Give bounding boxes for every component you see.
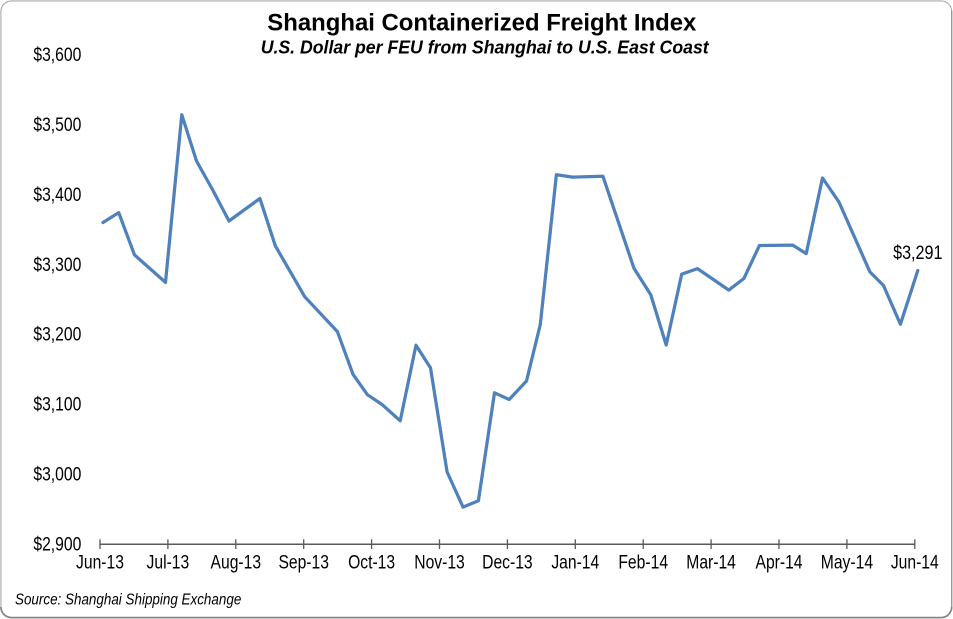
svg-text:$3,500: $3,500 — [33, 115, 81, 136]
svg-text:Jun-14: Jun-14 — [891, 553, 939, 574]
svg-text:Source: Shanghai Shipping Exch: Source: Shanghai Shipping Exchange — [15, 592, 241, 609]
svg-text:$3,200: $3,200 — [33, 325, 81, 346]
svg-text:U.S. Dollar per FEU from Shang: U.S. Dollar per FEU from Shanghai to U.S… — [261, 36, 710, 57]
svg-text:Jun-13: Jun-13 — [76, 553, 124, 574]
svg-text:Oct-13: Oct-13 — [348, 553, 395, 574]
svg-text:$3,291: $3,291 — [893, 243, 942, 264]
svg-text:$3,600: $3,600 — [33, 45, 81, 66]
svg-text:$3,300: $3,300 — [33, 255, 81, 276]
svg-text:Nov-13: Nov-13 — [414, 553, 465, 574]
svg-text:Aug-13: Aug-13 — [211, 553, 262, 574]
svg-text:Jul-13: Jul-13 — [147, 553, 190, 574]
svg-text:Dec-13: Dec-13 — [482, 553, 533, 574]
svg-text:$3,400: $3,400 — [33, 185, 81, 206]
svg-text:$2,900: $2,900 — [33, 535, 81, 556]
svg-text:$3,100: $3,100 — [33, 395, 81, 416]
svg-text:Feb-14: Feb-14 — [618, 553, 668, 574]
svg-text:Sep-13: Sep-13 — [278, 553, 329, 574]
svg-text:Shanghai Containerized Freight: Shanghai Containerized Freight Index — [267, 10, 696, 37]
svg-text:Mar-14: Mar-14 — [686, 553, 736, 574]
svg-text:May-14: May-14 — [821, 553, 874, 574]
svg-text:Apr-14: Apr-14 — [756, 553, 803, 574]
svg-text:Jan-14: Jan-14 — [551, 553, 599, 574]
svg-text:$3,000: $3,000 — [33, 465, 81, 486]
